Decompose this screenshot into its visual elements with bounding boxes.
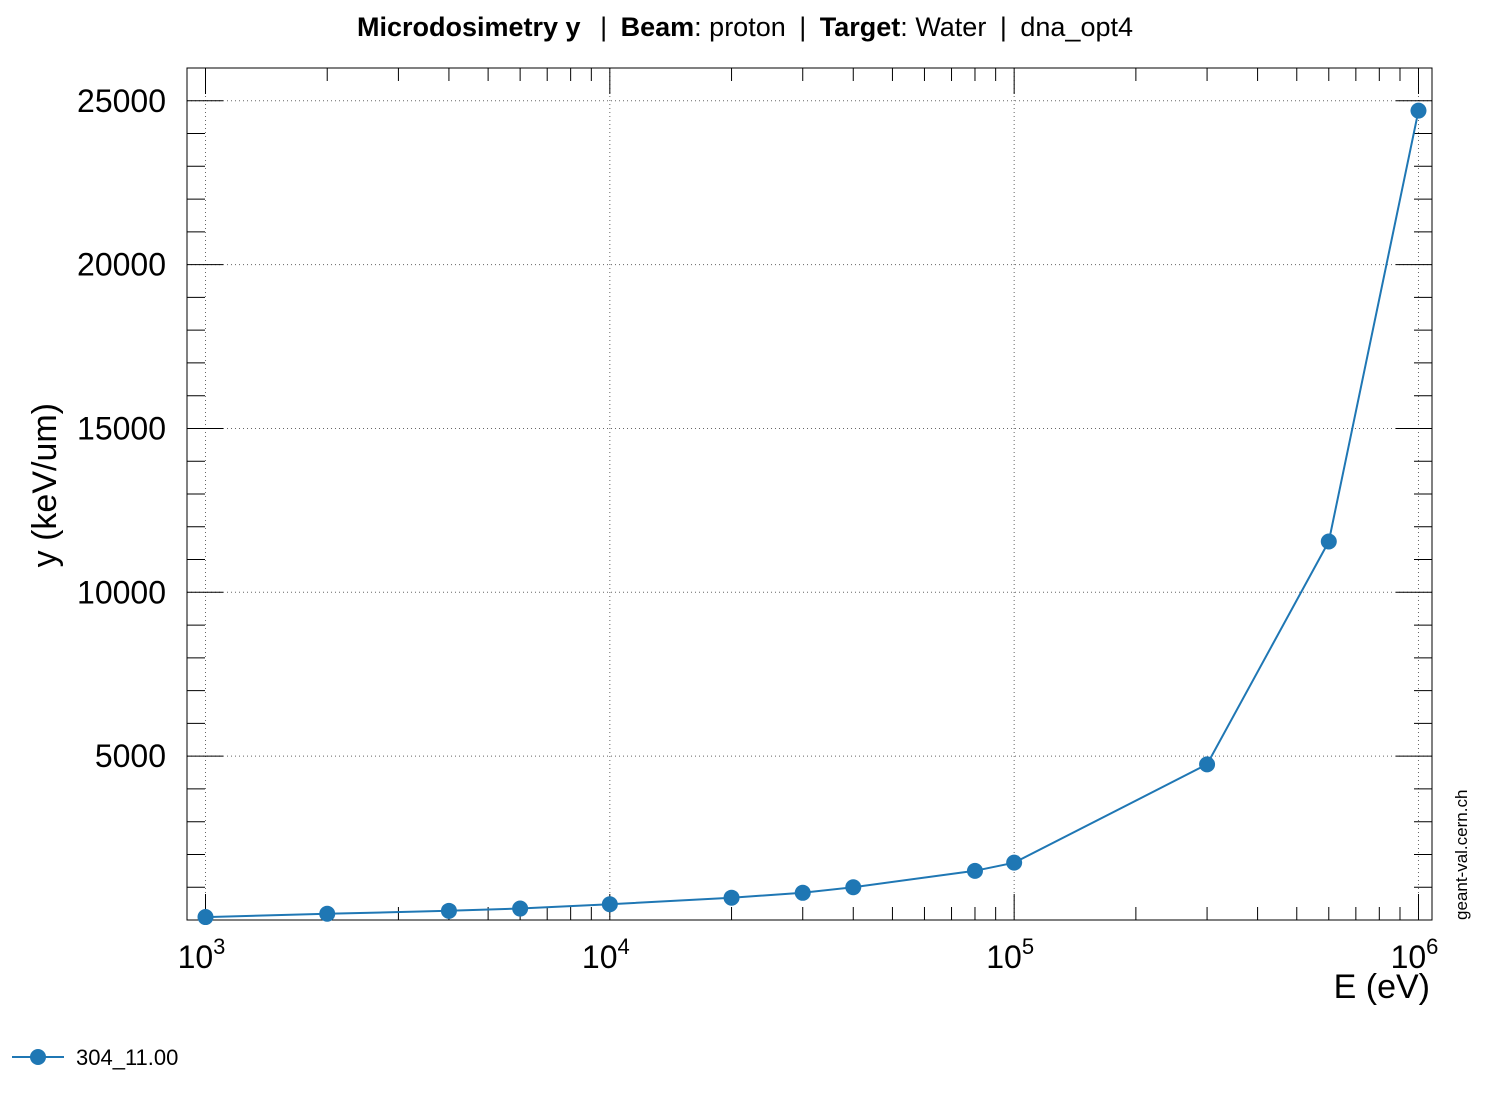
data-point xyxy=(794,884,811,901)
data-point xyxy=(1006,854,1023,871)
watermark-text: geant-val.cern.ch xyxy=(1452,790,1471,920)
title-separator-1: | xyxy=(600,12,607,42)
title-separator-2: | xyxy=(799,12,806,42)
data-point xyxy=(1410,102,1427,119)
data-point xyxy=(845,879,862,896)
y-tick-labels: 5000 10000 15000 20000 25000 xyxy=(77,83,166,774)
y-tick-label: 20000 xyxy=(77,247,166,283)
x-tick-label: 106 xyxy=(1391,934,1439,975)
y-axis-title: y (keV/um) xyxy=(26,403,64,567)
data-point xyxy=(723,889,740,906)
data-point xyxy=(1320,533,1337,550)
x-axis-title: E (eV) xyxy=(1334,968,1430,1006)
title-beam-value: proton xyxy=(709,12,786,42)
y-tick-label: 5000 xyxy=(95,738,166,774)
plot-frame xyxy=(186,67,1433,921)
title-separator-3: | xyxy=(1000,12,1007,42)
y-tick-label: 10000 xyxy=(77,574,166,610)
chart-title: Microdosimetry y | Beam: proton | Target… xyxy=(357,12,1133,42)
series-304 xyxy=(197,102,1427,926)
data-point xyxy=(440,902,457,919)
data-point xyxy=(966,862,983,879)
title-physics-list: dna_opt4 xyxy=(1020,12,1133,42)
axis-ticks xyxy=(186,67,1432,920)
data-point xyxy=(601,896,618,913)
x-tick-label: 105 xyxy=(986,934,1034,975)
title-target-value: Water xyxy=(915,12,986,42)
data-point xyxy=(1199,756,1216,773)
title-label: Microdosimetry y xyxy=(357,12,581,42)
legend-label: 304_11.00 xyxy=(76,1045,178,1070)
y-tick-label: 25000 xyxy=(77,83,166,119)
data-point xyxy=(512,900,529,917)
legend-marker xyxy=(30,1049,46,1065)
title-target-key: Target xyxy=(820,12,901,42)
legend: 304_11.00 xyxy=(12,1045,178,1070)
y-tick-label: 15000 xyxy=(77,410,166,446)
x-tick-labels: 103 104 105 106 xyxy=(178,934,1439,975)
data-point xyxy=(319,905,336,922)
x-tick-label: 103 xyxy=(178,934,226,975)
title-beam-key: Beam xyxy=(621,12,695,42)
x-tick-label: 104 xyxy=(582,934,630,975)
data-point xyxy=(197,909,214,926)
